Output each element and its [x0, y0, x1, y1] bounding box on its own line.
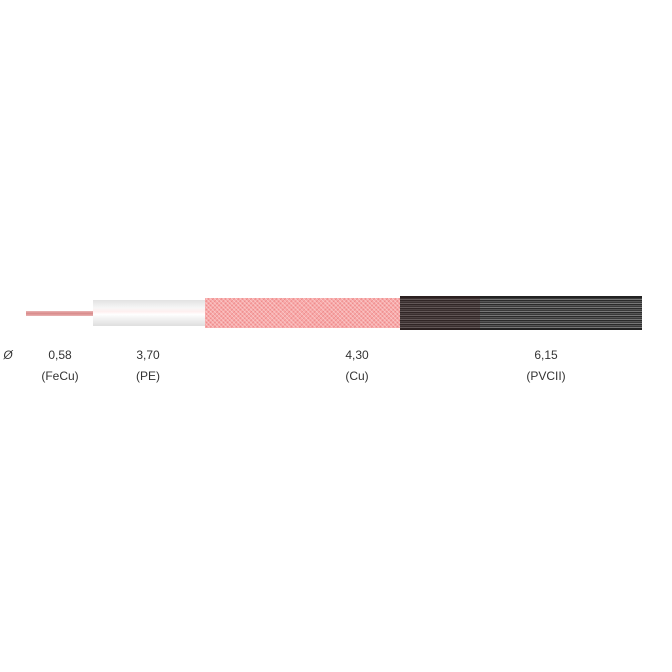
layer-material: (FeCu): [41, 369, 79, 383]
jacket-overlap-shade: [400, 296, 480, 330]
layer-material: (PE): [136, 369, 160, 383]
layer-diameter: 3,70: [136, 348, 160, 362]
cable-core-fecu: [26, 311, 94, 316]
cable-insulation-pe: [93, 300, 206, 326]
layer-material: (PVCII): [526, 369, 566, 383]
layer-material: (Cu): [345, 369, 369, 383]
layer-diameter: 4,30: [345, 348, 369, 362]
layer-diameter: 0,58: [48, 348, 72, 362]
cable-shield-cu-braid: [205, 298, 401, 328]
cable-jacket-pvc: [400, 296, 642, 330]
layer-diameter: 6,15: [534, 348, 558, 362]
diameter-symbol: Ø: [3, 348, 13, 362]
